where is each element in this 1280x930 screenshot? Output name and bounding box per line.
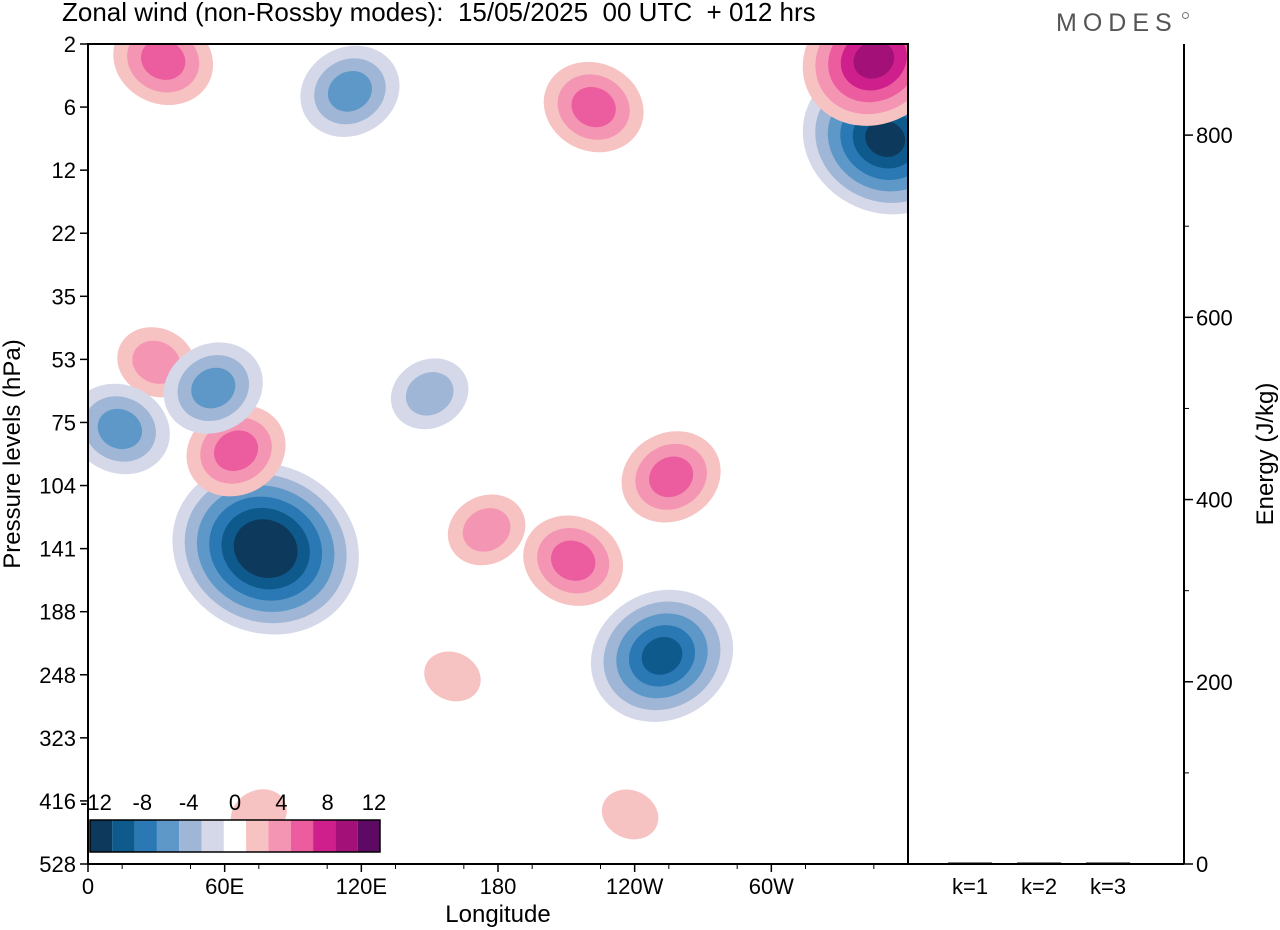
y-tick-label: 2: [64, 32, 76, 57]
colorbar: -12 -8 -4 0 4 8 12: [80, 790, 386, 853]
colorbar-swatch: [335, 820, 358, 852]
energy-bars: 0 200 400 600 800 k=1 k=2 k=3: [908, 44, 1233, 899]
contour-blob: [543, 61, 644, 153]
contour-band: [649, 456, 694, 498]
contour-blob: [523, 515, 624, 606]
y-tick-label: 323: [39, 726, 76, 751]
y-tick-label: 22: [52, 221, 76, 246]
y-tick-label: 416: [39, 789, 76, 814]
contour-band: [246, 530, 286, 567]
contour-band: [571, 86, 616, 128]
energy-bar: [1017, 862, 1062, 864]
colorbar-tick-label: 12: [362, 790, 386, 815]
colorbar-swatch: [112, 820, 135, 852]
contour-blob: [113, 44, 214, 106]
colorbar-tick-label: 0: [229, 790, 241, 815]
y-tick-label: 35: [52, 284, 76, 309]
contour-blob: [163, 342, 263, 434]
x-tick-label: 180: [480, 874, 517, 899]
y-tick-label: 188: [39, 600, 76, 625]
contour-blob: [88, 383, 170, 475]
contour-blob: [621, 431, 721, 523]
contour-band: [601, 789, 659, 840]
y-tick-label: 528: [39, 852, 76, 877]
contour-blob: [590, 589, 734, 722]
contour-band: [853, 44, 895, 79]
contour-band: [641, 636, 683, 675]
contour-band: [191, 367, 236, 409]
colorbar-tick-label: 4: [275, 790, 287, 815]
energy-bar: [1086, 862, 1131, 864]
contour-band: [327, 70, 372, 112]
contour-band: [405, 372, 454, 416]
contour-blob: [172, 462, 359, 635]
energy-bar-label: k=3: [1090, 874, 1126, 899]
colorbar-swatch: [268, 820, 291, 852]
contour-blob: [390, 358, 469, 430]
contour-band: [550, 540, 596, 581]
contour-blob: [601, 789, 659, 840]
energy-axis-label: Energy (J/kg): [1252, 383, 1279, 526]
contour-band: [462, 508, 511, 552]
contour-band: [214, 430, 259, 472]
energy-bar: [948, 862, 993, 864]
contour-blob: [447, 494, 526, 566]
energy-tick-label: 400: [1196, 488, 1233, 513]
colorbar-tick-label: -8: [133, 790, 153, 815]
colorbar-tick-label: -4: [179, 790, 199, 815]
y-tick-label: 104: [39, 474, 76, 499]
colorbar-tick-label: -12: [80, 790, 112, 815]
contour-band: [132, 340, 181, 384]
contour-band: [865, 120, 906, 157]
y-tick-label: 248: [39, 663, 76, 688]
contour-band: [140, 44, 186, 80]
y-tick-label: 6: [64, 95, 76, 120]
colorbar-swatch: [134, 820, 157, 852]
energy-tick-label: 800: [1196, 123, 1233, 148]
y-tick-label: 75: [52, 410, 76, 435]
colorbar-frame: [89, 819, 381, 853]
y-axis-label: Pressure levels (hPa): [0, 339, 26, 568]
contour-band: [97, 408, 143, 450]
x-tick-label: 60W: [749, 874, 794, 899]
y-tick-label: 53: [52, 347, 76, 372]
registered-mark-icon: [1182, 12, 1189, 19]
x-tick-label: 120W: [606, 874, 664, 899]
colorbar-swatch: [357, 820, 380, 852]
colorbar-swatch: [246, 820, 269, 852]
energy-bar-label: k=1: [952, 874, 988, 899]
modes-logo: MODES: [1056, 9, 1178, 37]
energy-tick-label: 0: [1196, 852, 1208, 877]
x-axis-label: Longitude: [445, 901, 550, 928]
y-tick-label: 12: [52, 158, 76, 183]
energy-tick-label: 200: [1196, 670, 1233, 695]
colorbar-swatch: [90, 820, 113, 852]
colorbar-swatch: [290, 820, 314, 852]
x-tick-label: 120E: [336, 874, 387, 899]
colorbar-swatch: [313, 820, 336, 852]
heatmap-contours: [88, 44, 908, 840]
energy-tick-label: 600: [1196, 305, 1233, 330]
contour-blob: [424, 651, 481, 702]
colorbar-swatch: [201, 820, 224, 852]
colorbar-swatch: [179, 820, 202, 852]
contour-band: [424, 651, 481, 702]
colorbar-swatch: [156, 820, 180, 852]
colorbar-tick-label: 8: [322, 790, 334, 815]
y-tick-label: 141: [39, 537, 76, 562]
contour-blob: [802, 44, 908, 126]
x-tick-label: 0: [82, 874, 94, 899]
energy-bar-label: k=2: [1021, 874, 1057, 899]
contour-blob: [300, 45, 400, 137]
chart-title: Zonal wind (non-Rossby modes): 15/05/202…: [62, 0, 816, 27]
x-tick-label: 60E: [205, 874, 244, 899]
colorbar-swatch: [223, 820, 247, 852]
